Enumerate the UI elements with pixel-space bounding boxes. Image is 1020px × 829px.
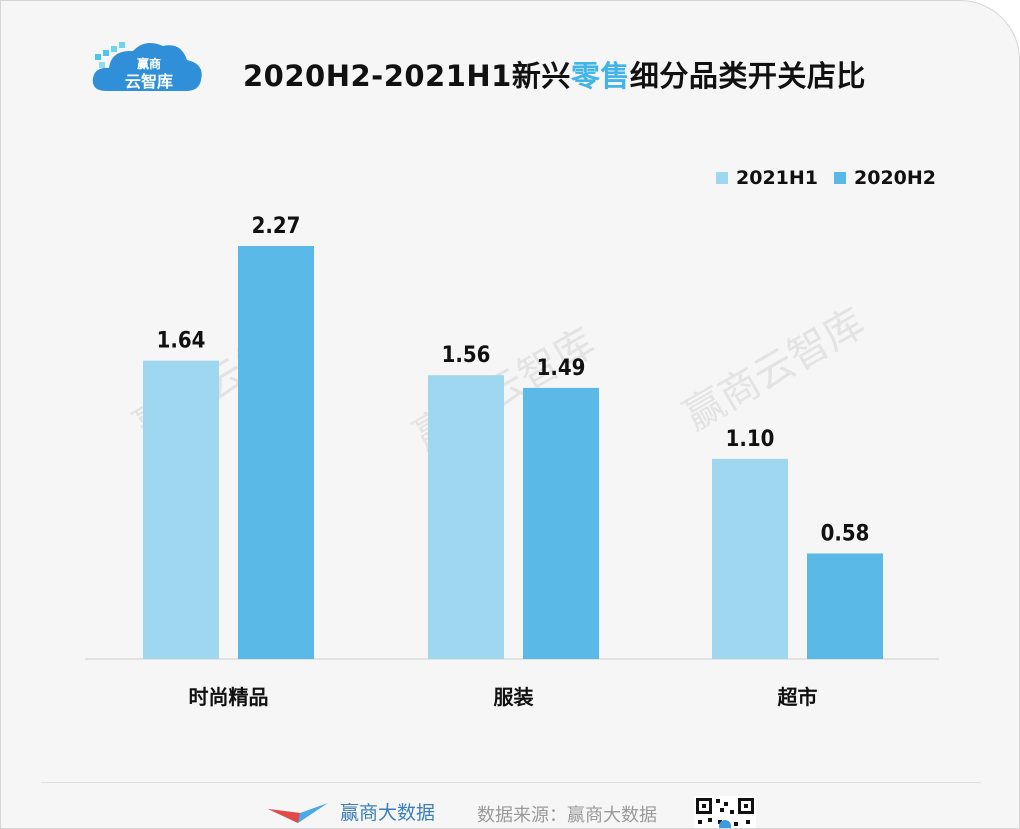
x-tick-label-0: 时尚精品: [189, 685, 269, 709]
logo-text-line2: 云智库: [125, 72, 173, 91]
footer-divider: [41, 782, 981, 783]
data-label-2021h1-0: 1.64: [157, 329, 206, 354]
bar-2020h2-1: [523, 387, 599, 659]
legend-label-2020h2: 2020H2: [854, 167, 937, 189]
data-label-2020h2-0: 2.27: [252, 214, 301, 239]
data-label-2021h1-2: 1.10: [726, 427, 775, 452]
chart-title: 2020H2-2021H1新兴零售细分品类开关店比: [243, 53, 866, 95]
data-label-2021h1-1: 1.56: [442, 343, 491, 368]
bar-2020h2-2: [807, 553, 883, 659]
title-highlight: 零售: [570, 59, 630, 93]
title-part1: 2020H2-2021H1新兴: [243, 59, 571, 93]
chart-legend: 2021H1 2020H2: [716, 167, 936, 189]
logo-text-line1: 赢商: [137, 56, 161, 71]
brand-logo: 赢商 云智库: [92, 42, 202, 92]
bar-2021h1-1: [428, 375, 504, 659]
legend-swatch-2021h1: [716, 172, 728, 184]
x-tick-label-1: 服装: [494, 685, 534, 709]
bar-2020h2-0: [238, 246, 314, 659]
legend-label-2021h1: 2021H1: [736, 167, 819, 189]
qr-code-icon: [694, 796, 756, 828]
data-source: 数据来源：赢商大数据: [477, 805, 657, 826]
bar-2021h1-2: [712, 458, 788, 659]
brand-arrow-icon: [268, 803, 328, 823]
footer-brand-text: 赢商大数据: [340, 801, 436, 824]
data-label-2020h2-1: 1.49: [537, 356, 586, 381]
x-tick-label-2: 超市: [777, 685, 818, 709]
watermark-text: 赢商云智库: [676, 300, 872, 440]
bar-chart: 赢商云智库 赢商云智库 赢商云智库1.642.27时尚精品1.561.49服装1.1…: [85, 214, 939, 709]
title-part2: 细分品类开关店比: [629, 59, 866, 93]
bar-2021h1-0: [143, 360, 219, 659]
legend-swatch-2020h2: [834, 172, 847, 184]
legend-item-2021h1: 2021H1: [716, 167, 818, 189]
footer-brand-block: 赢商大数据: [266, 793, 436, 828]
data-label-2020h2-2: 0.58: [821, 521, 870, 546]
legend-item-2020h2: 2020H2: [834, 167, 936, 189]
